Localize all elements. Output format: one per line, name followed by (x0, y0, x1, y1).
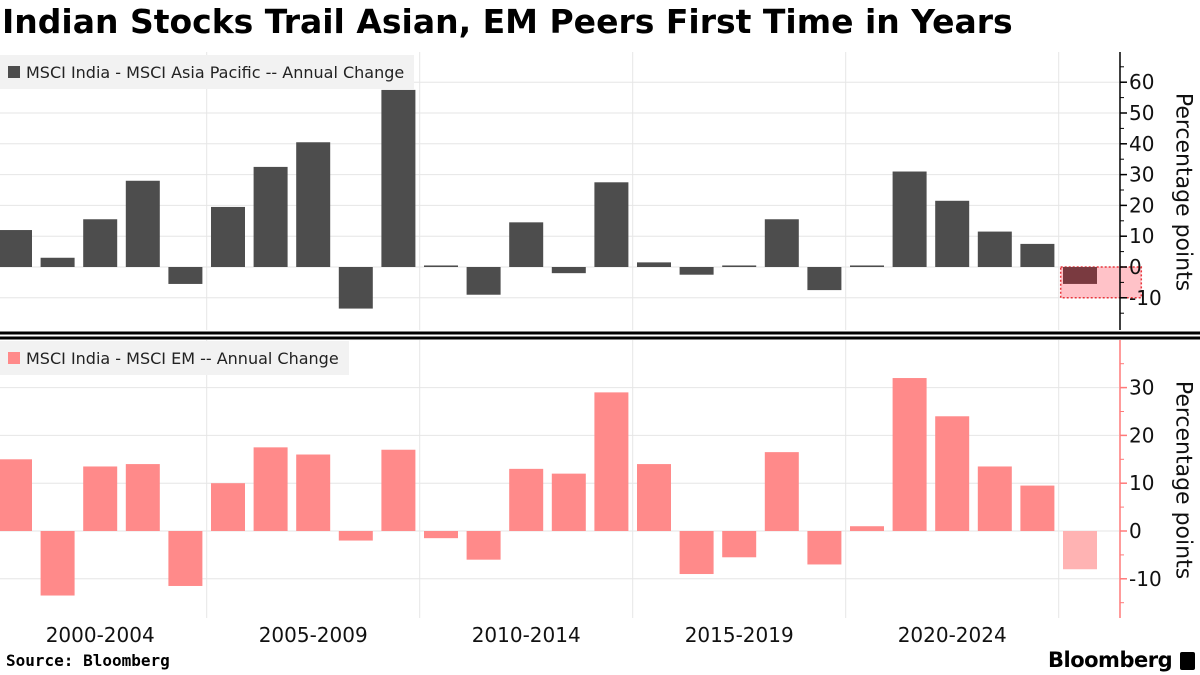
y-tick-label: -10 (1129, 286, 1162, 310)
x-tick-label: 2005-2009 (259, 623, 368, 647)
y-tick-label: 30 (1129, 376, 1154, 400)
bar-2023 (977, 231, 1012, 267)
y-axis-title-top: Percentage points (1170, 92, 1196, 292)
legend-swatch-pink (8, 352, 20, 364)
bar-2025 (1063, 531, 1097, 570)
bar-2004 (168, 531, 203, 586)
y-tick-label: 40 (1129, 132, 1154, 156)
bar-2015 (637, 464, 671, 531)
bar-2001 (40, 531, 75, 596)
bar-2008 (338, 531, 373, 541)
y-tick-label: 20 (1129, 423, 1154, 447)
x-tick-label: 2010-2014 (472, 623, 581, 647)
legend-label-asia-pacific: MSCI India - MSCI Asia Pacific -- Annual… (26, 62, 405, 82)
source-note: Source: Bloomberg (6, 651, 170, 670)
x-tick-label: 2020-2024 (898, 623, 1007, 647)
bar-2008 (338, 267, 373, 309)
bar-2003 (125, 180, 160, 267)
y-tick-label: 60 (1129, 70, 1154, 94)
x-tick-label: 2015-2019 (685, 623, 794, 647)
bar-2014 (594, 182, 629, 267)
y-tick-label: 20 (1129, 193, 1154, 217)
y-tick-label: 0 (1129, 255, 1142, 279)
legend-asia-pacific: MSCI India - MSCI Asia Pacific -- Annual… (0, 55, 415, 89)
bar-2012 (509, 222, 544, 267)
bar-2000 (0, 459, 32, 531)
bar-2023 (977, 466, 1012, 531)
bar-2001 (40, 257, 75, 267)
y-tick-label: 10 (1129, 224, 1154, 248)
bar-2014 (594, 392, 629, 531)
y-tick-label: 10 (1129, 471, 1154, 495)
panel-em: 30 20 10 0 -10 (0, 340, 1162, 618)
bar-2016 (679, 267, 714, 275)
bloomberg-logo: Bloomberg (1048, 648, 1173, 672)
bar-2016 (679, 531, 714, 575)
legend-em: MSCI India - MSCI EM -- Annual Change (0, 341, 349, 375)
bar-2024 (1020, 243, 1055, 267)
y-tick-label: -10 (1129, 567, 1162, 591)
bar-2011 (466, 267, 501, 295)
bar-2007 (296, 142, 331, 267)
bar-2011 (466, 531, 501, 560)
bar-2002 (83, 466, 118, 531)
bar-2024 (1020, 485, 1055, 531)
x-tick-label: 2000-2004 (46, 623, 155, 647)
panel-divider (0, 331, 1200, 340)
bar-2006 (253, 166, 288, 267)
legend-swatch-dark (8, 66, 20, 78)
panel-asia-pacific: 60 50 40 30 20 10 0 -10 (0, 52, 1162, 330)
bar-2022 (935, 200, 970, 267)
bar-2022 (935, 416, 970, 531)
bar-2002 (83, 219, 118, 267)
bar-2005 (211, 483, 245, 531)
bloomberg-terminal-icon (1180, 652, 1195, 670)
bar-2020 (850, 265, 884, 267)
bar-2017 (722, 531, 757, 558)
bar-2017 (722, 265, 757, 267)
bar-2007 (296, 454, 331, 531)
bar-2015 (637, 262, 671, 267)
bar-2020 (850, 526, 884, 531)
bar-2013 (551, 473, 586, 531)
y-axis-title-bottom: Percentage points (1170, 380, 1196, 580)
chart-title: Indian Stocks Trail Asian, EM Peers Firs… (2, 2, 1013, 41)
bar-2025 (1063, 267, 1097, 284)
bar-2000 (0, 230, 32, 267)
bar-2021 (892, 378, 927, 531)
bar-2003 (125, 464, 160, 531)
bar-2012 (509, 468, 544, 531)
bar-2013 (551, 267, 586, 274)
bar-2021 (892, 171, 927, 267)
bar-2018 (764, 219, 799, 267)
y-tick-label: 0 (1129, 519, 1142, 543)
bar-2019 (807, 267, 842, 291)
bar-2018 (764, 452, 799, 531)
bar-2006 (253, 447, 288, 531)
bar-2009 (381, 89, 416, 268)
bar-2019 (807, 531, 842, 565)
y-tick-label: 50 (1129, 101, 1154, 125)
y-tick-label: 30 (1129, 163, 1154, 187)
bar-2010 (424, 265, 458, 267)
bar-2009 (381, 449, 416, 531)
bar-2004 (168, 267, 203, 284)
bar-2005 (211, 206, 245, 267)
legend-label-em: MSCI India - MSCI EM -- Annual Change (26, 348, 339, 368)
x-axis-labels: 2000-2004 2005-2009 2010-2014 2015-2019 2020… (46, 623, 1007, 647)
bar-2010 (424, 531, 458, 539)
